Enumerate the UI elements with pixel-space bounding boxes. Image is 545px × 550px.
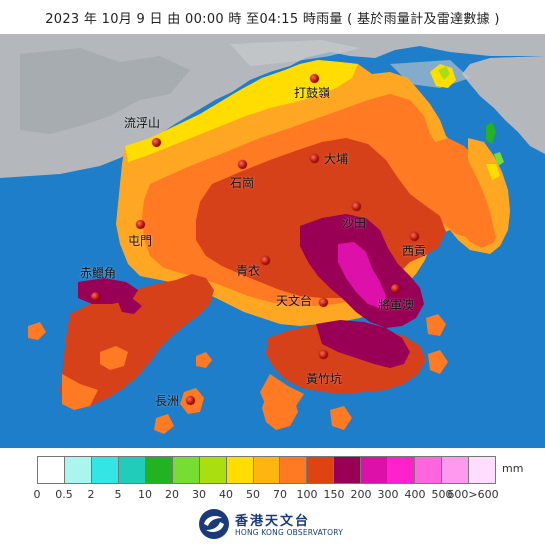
station-label-wong-chuk-hang: 黃竹坑 <box>306 372 343 386</box>
tsing-yi <box>234 240 268 276</box>
legend-tick-label: 20 <box>165 488 179 501</box>
station-dot-ta-kwu-ling[interactable] <box>310 74 319 83</box>
legend-swatch <box>415 457 443 483</box>
legend-tick-label: 150 <box>323 488 345 501</box>
station-dot-sha-tin[interactable] <box>352 202 361 211</box>
legend-tick-label: 40 <box>219 488 233 501</box>
station-dot-shek-kong[interactable] <box>238 160 247 169</box>
legend-tick-label: 500 <box>431 488 453 501</box>
hko-logo: 香港天文台 HONG KONG OBSERVATORY <box>198 508 368 542</box>
sha-tin-magenta <box>338 242 386 308</box>
lantau-orange-south <box>62 374 98 410</box>
ne-island-4 <box>494 152 504 166</box>
legend-tick-label: 400 <box>404 488 426 501</box>
station-dot-sai-kung[interactable] <box>410 232 419 241</box>
hko-name-cn: 香港天文台 <box>235 514 311 529</box>
legend-swatch <box>91 457 119 483</box>
station-label-sha-tin: 沙田 <box>342 216 367 230</box>
ne-island-5 <box>486 164 500 180</box>
legend-ticks: 0 0.5 2 5 10 20 30 40 50 70 100 150 200 300 400 500 600>… <box>0 488 545 504</box>
legend-unit: mm <box>502 462 524 475</box>
east-islet-1 <box>426 314 446 336</box>
rainfall-legend <box>37 456 496 484</box>
legend-swatch <box>442 457 469 483</box>
legend-tick-label: 70 <box>273 488 287 501</box>
east-islet-2 <box>428 350 448 374</box>
sai-kung-east <box>430 138 504 248</box>
station-label-tseung-kwan-o: 將軍澳 <box>378 298 415 312</box>
ne-island-2 <box>438 66 450 80</box>
legend-swatch <box>145 457 173 483</box>
nt-yellow-fringe <box>125 60 358 162</box>
station-label-tai-po: 大埔 <box>324 152 349 166</box>
mainland-texture <box>20 48 190 134</box>
legend-swatch <box>226 457 254 483</box>
hko-logo-icon <box>199 509 229 539</box>
legend-swatch <box>118 457 146 483</box>
station-dot-wong-chuk-hang[interactable] <box>319 350 328 359</box>
rainfall-map[interactable]: 打鼓嶺 流浮山 大埔 石崗 屯門 沙田 西貢 赤鱲角 青衣 天文台 將軍澳 黃竹… <box>0 34 545 448</box>
lantau-west-orange <box>100 346 128 370</box>
legend-swatch <box>172 457 200 483</box>
airport-purple-2 <box>118 298 142 314</box>
station-dot-lau-fau-shan[interactable] <box>152 138 161 147</box>
legend-tick-label: 10 <box>138 488 152 501</box>
station-label-chek-lap-kok: 赤鱲角 <box>80 266 117 280</box>
mainland-east <box>462 56 545 154</box>
station-label-cheung-chau: 長洲 <box>155 394 180 408</box>
legend-tick-label: 0.5 <box>55 488 73 501</box>
legend-tick-label: 200 <box>350 488 372 501</box>
legend-tick-label: 100 <box>296 488 318 501</box>
legend-swatch <box>307 457 335 483</box>
south-islet <box>154 414 174 434</box>
legend-tick-label: 50 <box>246 488 260 501</box>
peng-chau <box>196 352 212 368</box>
station-dot-cheung-chau[interactable] <box>186 396 195 405</box>
station-label-shek-kong: 石崗 <box>230 176 255 190</box>
legend-swatch <box>334 457 362 483</box>
legend-swatch <box>199 457 227 483</box>
legend-swatch <box>64 457 92 483</box>
ne-island-3 <box>486 122 496 144</box>
legend-tick-label: 300 <box>377 488 399 501</box>
legend-swatch <box>280 457 308 483</box>
legend-tick-label: 5 <box>114 488 122 501</box>
legend-swatch <box>361 457 389 483</box>
station-dot-chek-lap-kok[interactable] <box>91 292 100 301</box>
station-label-observatory: 天文台 <box>276 294 313 308</box>
station-dot-tai-po[interactable] <box>310 154 319 163</box>
station-dot-tuen-mun[interactable] <box>136 220 145 229</box>
legend-tick-label: 0 <box>33 488 41 501</box>
station-dot-tseung-kwan-o[interactable] <box>391 284 400 293</box>
south-island-stack <box>330 406 352 430</box>
map-title: 2023 年 10月 9 日 由 00:00 時 至04:15 時雨量 ( 基於… <box>45 12 500 27</box>
station-dot-observatory[interactable] <box>319 298 328 307</box>
hk-island-purple <box>316 320 410 368</box>
hko-name-en: HONG KONG OBSERVATORY <box>235 528 343 537</box>
station-label-tuen-mun: 屯門 <box>128 234 153 248</box>
station-label-ta-kwu-ling: 打鼓嶺 <box>294 86 331 100</box>
legend-tick-label: 600>600 <box>447 488 499 501</box>
lantau <box>60 274 214 410</box>
station-label-lau-fau-shan: 流浮山 <box>124 116 161 130</box>
legend-swatch <box>38 457 65 483</box>
rainfall-map-canvas <box>0 34 545 448</box>
mainland-texture-2 <box>230 40 360 66</box>
legend-tick-label: 30 <box>192 488 206 501</box>
legend-swatch <box>253 457 281 483</box>
station-label-tsing-yi: 青衣 <box>236 264 261 278</box>
legend-tick-label: 2 <box>87 488 95 501</box>
sai-kung-east-2 <box>468 138 510 244</box>
station-label-sai-kung: 西貢 <box>402 244 427 258</box>
station-dot-tsing-yi[interactable] <box>261 256 270 265</box>
legend-swatch <box>469 457 495 483</box>
legend-swatch <box>388 457 416 483</box>
lamma <box>262 392 298 430</box>
west-islet <box>28 322 46 340</box>
